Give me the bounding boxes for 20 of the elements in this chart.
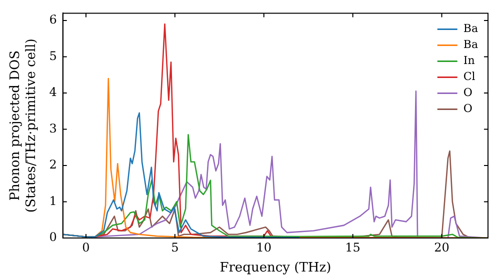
y-tick-label: 3 (49, 121, 57, 136)
legend-label: O (463, 102, 472, 116)
y-tick-label: 1 (49, 194, 57, 208)
x-tick-label: 20 (434, 240, 450, 254)
x-tick-label: 10 (256, 240, 272, 254)
y-tick-label: 6 (49, 12, 57, 27)
x-tick-label: 5 (171, 240, 179, 254)
y-tick-label: 4 (49, 85, 58, 100)
y-tick-label: 0 (49, 230, 57, 244)
x-tick-label: 15 (345, 240, 360, 254)
y-tick-label: 2 (49, 158, 57, 172)
x-tick-label: 0 (82, 240, 90, 254)
legend-label: Cl (463, 70, 476, 84)
legend-label: Ba (463, 22, 478, 36)
legend-label: Ba (463, 38, 478, 52)
x-axis-title: Frequency (THz) (220, 260, 332, 276)
legend-label: O (463, 86, 472, 100)
y-tick-label: 5 (49, 48, 57, 63)
y-axis-title: Phonon projected DOS (States/THz·primitive cell) (8, 38, 39, 213)
legend-label: In (463, 54, 475, 68)
